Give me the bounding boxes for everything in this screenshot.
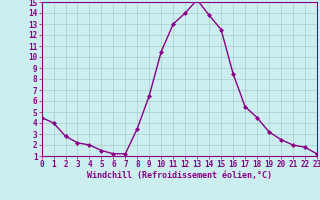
X-axis label: Windchill (Refroidissement éolien,°C): Windchill (Refroidissement éolien,°C) bbox=[87, 171, 272, 180]
